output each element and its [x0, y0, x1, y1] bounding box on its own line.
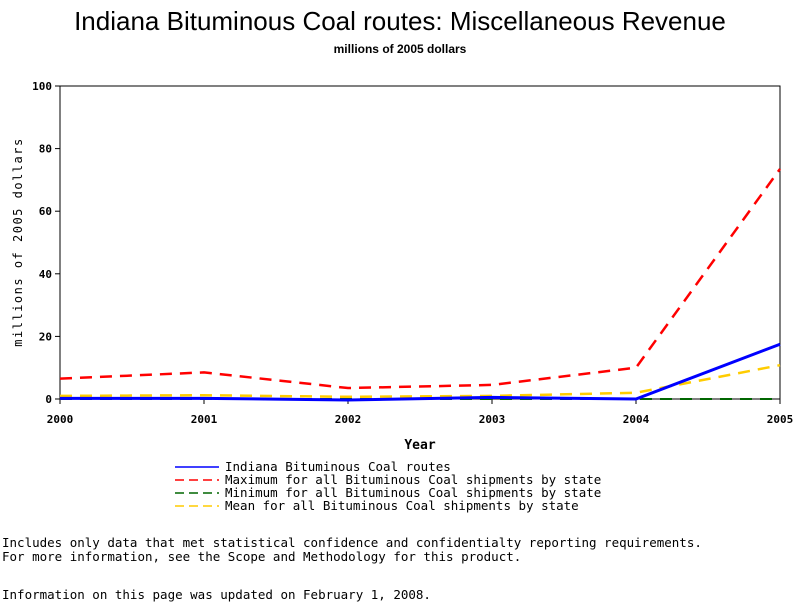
x-tick-label: 2001 — [191, 413, 218, 426]
x-tick-label: 2003 — [479, 413, 506, 426]
x-tick-label: 2005 — [767, 413, 794, 426]
x-axis-label: Year — [404, 438, 435, 453]
legend-item-minimum: Minimum for all Bituminous Coal shipment… — [175, 486, 601, 499]
y-tick-label: 40 — [39, 268, 52, 281]
legend-label-mean: Mean for all Bituminous Coal shipments b… — [225, 498, 579, 513]
y-axis-ticks: 0 20 40 60 80 100 — [32, 80, 60, 406]
line-chart: 0 20 40 60 80 100 2000 2001 2002 2003 2004 2005 Ye… — [11, 80, 794, 453]
y-tick-label: 60 — [39, 205, 52, 218]
legend-swatch-minimum — [175, 492, 219, 494]
y-tick-label: 100 — [32, 80, 52, 93]
legend-label-minimum: Minimum for all Bituminous Coal shipment… — [225, 485, 602, 500]
footnote-confidence: Includes only data that met statistical … — [2, 535, 702, 550]
legend-item-maximum: Maximum for all Bituminous Coal shipment… — [175, 473, 601, 486]
x-tick-label: 2004 — [623, 413, 650, 426]
footnote-methodology: For more information, see the Scope and … — [2, 549, 522, 564]
x-tick-label: 2002 — [335, 413, 362, 426]
legend-item-indiana: Indiana Bituminous Coal routes — [175, 460, 601, 473]
legend-label-maximum: Maximum for all Bituminous Coal shipment… — [225, 472, 602, 487]
series-line-indiana — [60, 342, 781, 402]
legend-item-mean: Mean for all Bituminous Coal shipments b… — [175, 499, 601, 512]
series-lines — [59, 168, 782, 402]
x-tick-label: 2000 — [47, 413, 74, 426]
series-line-maximum — [59, 168, 782, 390]
series-line-mean — [59, 363, 781, 399]
chart-subtitle: millions of 2005 dollars — [333, 42, 467, 56]
legend: Indiana Bituminous Coal routes Maximum f… — [175, 460, 601, 512]
y-axis-label: millions of 2005 dollars — [11, 137, 25, 346]
plot-frame — [59, 85, 781, 400]
update-notice: Information on this page was updated on … — [2, 587, 431, 602]
chart-title: Indiana Bituminous Coal routes: Miscella… — [74, 6, 726, 36]
y-tick-label: 80 — [39, 143, 52, 156]
legend-swatch-mean — [175, 505, 219, 507]
y-tick-label: 0 — [45, 393, 52, 406]
legend-label-indiana: Indiana Bituminous Coal routes — [225, 459, 451, 474]
legend-swatch-maximum — [175, 479, 219, 481]
x-axis-ticks: 2000 2001 2002 2003 2004 2005 — [47, 399, 794, 426]
footnotes: Includes only data that met statistical … — [2, 536, 702, 564]
legend-swatch-indiana — [175, 466, 219, 468]
y-tick-label: 20 — [39, 330, 52, 343]
